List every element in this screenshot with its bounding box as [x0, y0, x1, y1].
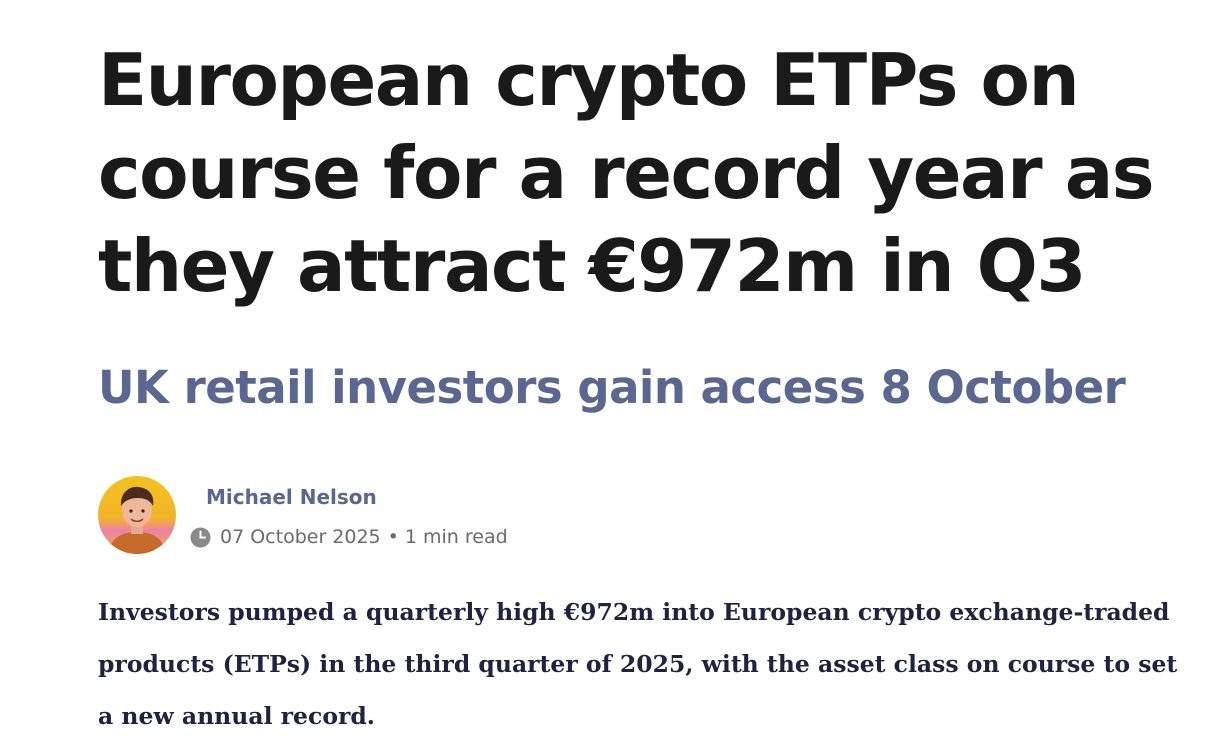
author-avatar[interactable] [98, 476, 176, 554]
clock-icon [190, 527, 211, 548]
publish-date: 07 October 2025 [220, 526, 381, 548]
article-subheadline: UK retail investors gain access 8 Octobe… [98, 361, 1126, 414]
author-name[interactable]: Michael Nelson [206, 485, 377, 509]
read-time: 1 min read [404, 526, 508, 548]
article-headline: European crypto ETPs on course for a rec… [98, 38, 1155, 308]
byline: Michael Nelson 07 October 2025 • 1 min r… [98, 476, 798, 556]
article-meta: 07 October 2025 • 1 min read [190, 524, 508, 550]
avatar-photo [98, 476, 176, 554]
meta-separator: • [387, 526, 399, 548]
article-lede: Investors pumped a quarterly high €972m … [98, 598, 1178, 730]
